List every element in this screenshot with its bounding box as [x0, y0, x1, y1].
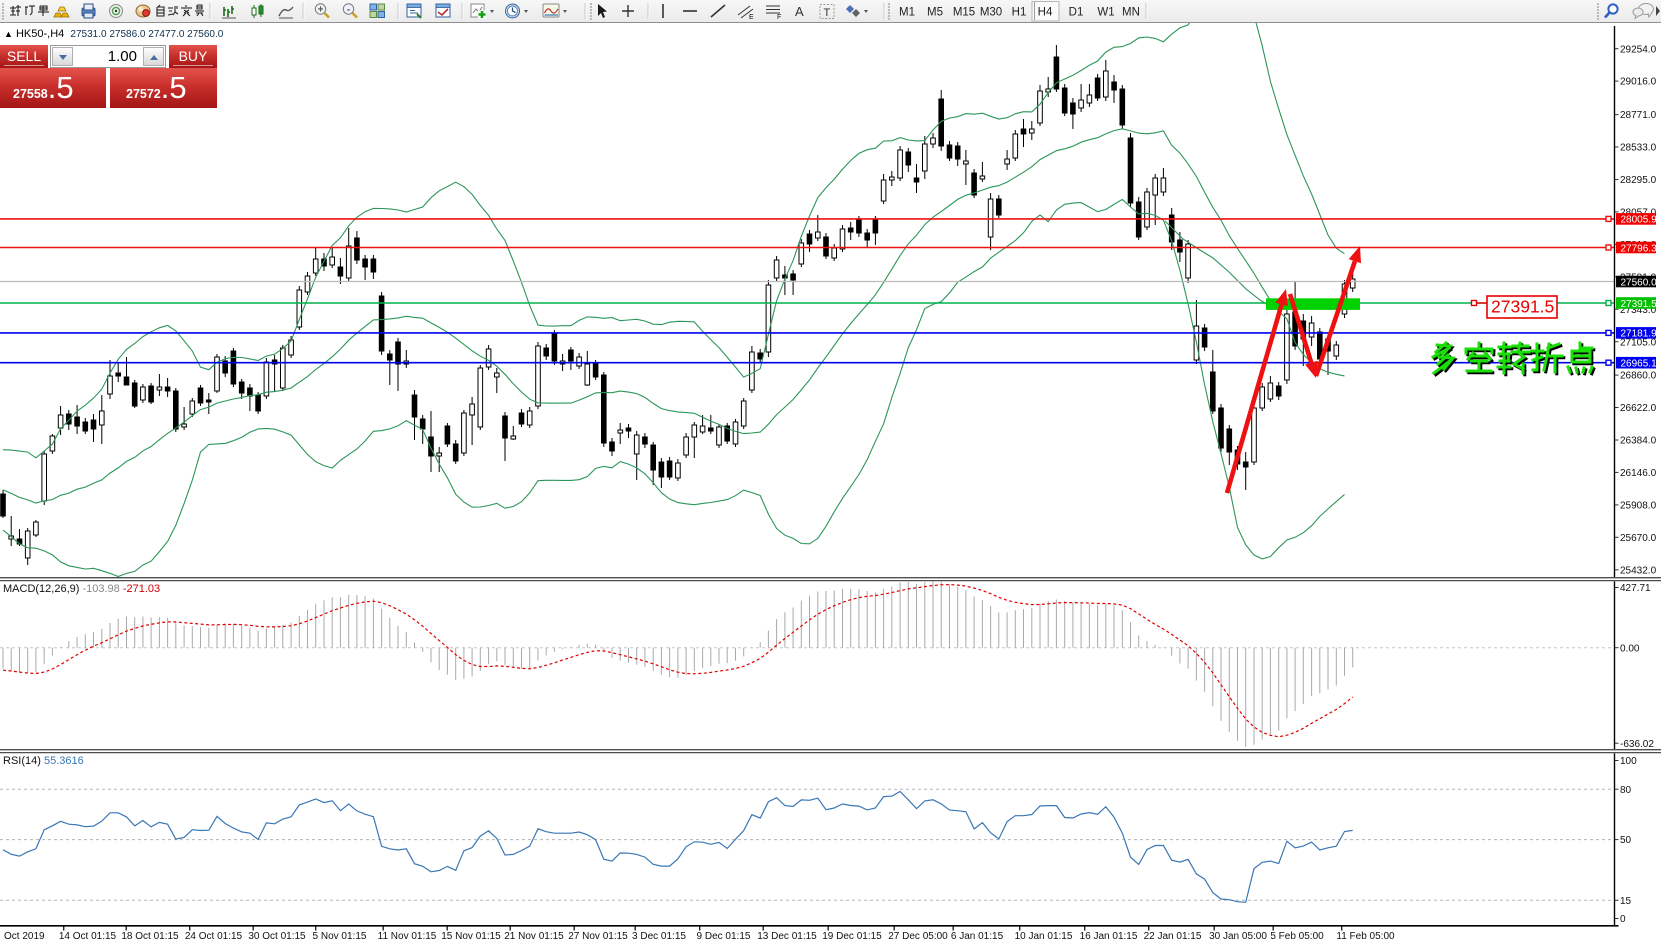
svg-text:26622.0: 26622.0 [1620, 403, 1657, 414]
svg-text:M30: M30 [980, 7, 1002, 19]
svg-text:19 Dec 01:15: 19 Dec 01:15 [822, 931, 882, 942]
svg-text:26384.0: 26384.0 [1620, 436, 1657, 447]
svg-text:-636.02: -636.02 [1620, 739, 1654, 750]
svg-text:Oct 2019: Oct 2019 [4, 931, 45, 942]
svg-text:11 Feb 05:00: 11 Feb 05:00 [1336, 931, 1395, 942]
svg-text:MN: MN [1122, 7, 1140, 19]
svg-text:16 Jan 01:15: 16 Jan 01:15 [1080, 931, 1138, 942]
svg-text:5 Nov 01:15: 5 Nov 01:15 [313, 931, 367, 942]
svg-text:E: E [749, 14, 754, 21]
svg-text:T: T [824, 7, 831, 19]
svg-text:MACD(12,26,9) -103.98 -271.03: MACD(12,26,9) -103.98 -271.03 [3, 583, 160, 595]
svg-text:14 Oct 01:15: 14 Oct 01:15 [59, 931, 117, 942]
svg-text:25670.0: 25670.0 [1620, 533, 1657, 544]
svg-text:50: 50 [1620, 835, 1632, 846]
svg-text:A: A [795, 4, 804, 19]
svg-text:F: F [777, 14, 781, 21]
svg-text:27391.5: 27391.5 [1491, 297, 1554, 317]
svg-text:M5: M5 [927, 7, 943, 19]
svg-text:28295.0: 28295.0 [1620, 175, 1657, 186]
svg-text:27343.0: 27343.0 [1620, 305, 1657, 316]
svg-text:D1: D1 [1069, 7, 1084, 19]
svg-text:26965.1: 26965.1 [1621, 359, 1658, 370]
svg-text:M15: M15 [953, 7, 975, 19]
svg-text:9 Dec 01:15: 9 Dec 01:15 [697, 931, 751, 942]
svg-text:H1: H1 [1012, 7, 1027, 19]
svg-text:21 Nov 01:15: 21 Nov 01:15 [504, 931, 564, 942]
svg-text:427.71: 427.71 [1620, 583, 1651, 594]
svg-text:24 Oct 01:15: 24 Oct 01:15 [185, 931, 243, 942]
svg-text:-: - [347, 4, 350, 15]
svg-text:15 Nov 01:15: 15 Nov 01:15 [441, 931, 501, 942]
svg-text:W1: W1 [1097, 7, 1114, 19]
svg-text:6 Jan 01:15: 6 Jan 01:15 [951, 931, 1004, 942]
svg-text:25432.0: 25432.0 [1620, 565, 1657, 576]
svg-text:22 Jan 01:15: 22 Jan 01:15 [1144, 931, 1202, 942]
svg-text:27391.5: 27391.5 [1621, 299, 1658, 310]
svg-text:5 Feb 05:00: 5 Feb 05:00 [1270, 931, 1324, 942]
svg-text:3 Dec 01:15: 3 Dec 01:15 [632, 931, 686, 942]
svg-text:RSI(14) 55.3616: RSI(14) 55.3616 [3, 755, 84, 767]
svg-text:0: 0 [1620, 914, 1626, 925]
svg-text:29254.0: 29254.0 [1620, 44, 1657, 55]
svg-text:28533.0: 28533.0 [1620, 143, 1657, 154]
svg-text:100: 100 [1620, 756, 1637, 767]
svg-text:13 Dec 01:15: 13 Dec 01:15 [757, 931, 817, 942]
svg-text:10 Jan 01:15: 10 Jan 01:15 [1015, 931, 1073, 942]
svg-text:26860.0: 26860.0 [1620, 371, 1657, 382]
svg-text:80: 80 [1620, 785, 1632, 796]
svg-text:27 Nov 01:15: 27 Nov 01:15 [568, 931, 628, 942]
svg-text:25908.0: 25908.0 [1620, 501, 1657, 512]
svg-text:30 Jan 05:00: 30 Jan 05:00 [1209, 931, 1267, 942]
svg-text:11 Nov 01:15: 11 Nov 01:15 [378, 931, 437, 942]
svg-text:M1: M1 [899, 7, 915, 19]
svg-text:28771.0: 28771.0 [1620, 110, 1657, 121]
svg-text:0.00: 0.00 [1620, 643, 1640, 654]
svg-text:29016.0: 29016.0 [1620, 77, 1657, 88]
svg-text:15: 15 [1620, 896, 1632, 907]
svg-text:+: + [318, 4, 324, 15]
svg-text:18 Oct 01:15: 18 Oct 01:15 [121, 931, 179, 942]
svg-text:28057.0: 28057.0 [1620, 208, 1657, 219]
svg-text:27560.0: 27560.0 [1621, 277, 1658, 288]
svg-text:28005.9: 28005.9 [1621, 215, 1658, 226]
svg-text:27105.0: 27105.0 [1620, 337, 1657, 348]
svg-text:30 Oct 01:15: 30 Oct 01:15 [248, 931, 306, 942]
svg-text:27796.3: 27796.3 [1621, 243, 1658, 254]
svg-text:H4: H4 [1038, 7, 1053, 19]
svg-text:27181.9: 27181.9 [1621, 329, 1658, 340]
svg-text:27 Dec 05:00: 27 Dec 05:00 [888, 931, 948, 942]
svg-text:26146.0: 26146.0 [1620, 468, 1657, 479]
